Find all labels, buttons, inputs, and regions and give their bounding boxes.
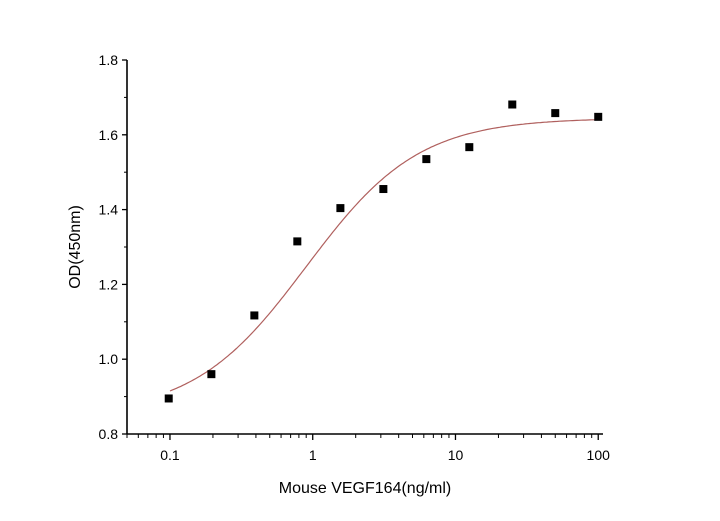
y-tick-label: 1.8 <box>99 52 119 68</box>
data-point <box>164 394 173 403</box>
x-axis-title: Mouse VEGF164(ng/ml) <box>279 480 452 497</box>
x-tick-label: 10 <box>448 447 464 463</box>
y-tick-label: 1.4 <box>99 202 119 218</box>
data-point <box>293 237 302 246</box>
x-tick-label: 100 <box>587 447 611 463</box>
x-tick-label: 1 <box>309 447 317 463</box>
fit-curve <box>169 119 599 392</box>
data-point <box>336 204 345 213</box>
data-point <box>508 100 517 109</box>
y-tick-label: 1.6 <box>99 127 119 143</box>
data-points <box>164 100 603 403</box>
y-tick-label: 1.2 <box>99 276 119 292</box>
data-point <box>250 311 259 320</box>
y-axis-title: OD(450nm) <box>67 205 84 289</box>
axes: 0.8 1.0 1.2 1.4 1.6 1.8 0.1 1 10 100 <box>99 52 611 463</box>
x-tick-label: 0.1 <box>160 447 180 463</box>
data-point <box>379 185 388 194</box>
data-point <box>551 109 560 118</box>
data-point <box>207 370 216 379</box>
data-point <box>594 112 603 121</box>
fit-curve-group <box>169 119 599 392</box>
y-tick-label: 1.0 <box>99 351 119 367</box>
data-point <box>422 155 431 164</box>
y-tick-label: 0.8 <box>99 426 119 442</box>
data-point <box>465 143 474 152</box>
